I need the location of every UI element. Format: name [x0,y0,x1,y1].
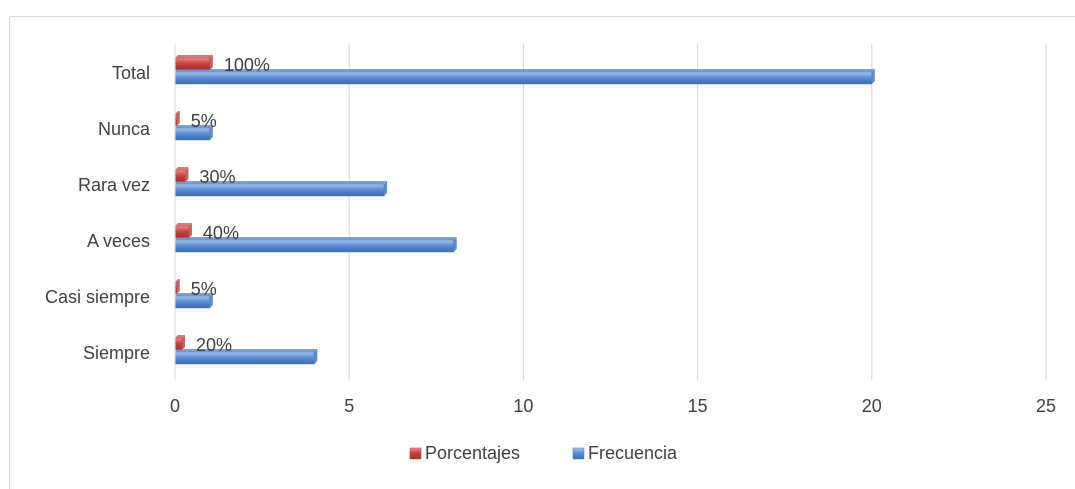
bar-porcentajes-side [176,111,180,126]
legend-label: Porcentajes [425,443,520,463]
bar-frecuencia-top [175,125,213,128]
legend-swatch [572,447,585,460]
bar-frecuencia [174,125,213,141]
x-tick-label: 15 [688,396,708,416]
bar-frecuencia-top [175,349,318,352]
data-label-porcentajes: 5% [191,279,217,299]
bar-frecuencia-top [175,237,457,240]
y-category-label: A veces [87,231,150,251]
bar-porcentajes-top [175,111,180,114]
bar-porcentajes-top [175,167,189,170]
bar-frecuencia-side [209,293,213,308]
x-tick-label: 25 [1036,396,1056,416]
legend-label: Frecuencia [588,443,678,463]
bar-porcentajes-top [175,223,192,226]
bar-porcentajes-front [174,169,186,183]
bar-porcentajes [174,279,180,295]
x-tick-label: 5 [344,396,354,416]
bar-porcentajes [174,111,180,127]
y-category-label: Siempre [83,343,150,363]
y-category-label: Nunca [98,119,151,139]
bar-porcentajes-side [181,335,185,350]
data-label-porcentajes: 30% [199,167,235,187]
bar-frecuencia [174,181,388,197]
bar-porcentajes-side [209,55,213,70]
bar-porcentajes-front [174,57,211,71]
bar-porcentajes-top [175,279,180,282]
labels-layer: 20% 5% 40% 30% 5% 100% [191,55,270,355]
bar-porcentajes-side [188,223,192,238]
bar-frecuencia-side [384,181,388,196]
bar-frecuencia-top [175,293,213,296]
bar-frecuencia [174,237,457,253]
bar-frecuencia-top [175,181,388,184]
y-category-label: Casi siempre [45,287,150,307]
x-tick-label: 10 [513,396,533,416]
y-category-label: Total [112,63,150,83]
bar-frecuencia-side [453,237,457,252]
bar-porcentajes-side [176,279,180,294]
bar-porcentajes [174,55,213,71]
legend-layer: Porcentajes Frecuencia [409,443,678,463]
axis-layer: 0 5 10 15 20 25 Siempre Casi siempre A veces Rara… [45,44,1056,416]
bar-frecuencia-side [314,349,318,364]
bar-porcentajes-front [174,225,190,239]
bar-frecuencia [174,349,318,365]
bar-frecuencia [174,293,213,309]
bar-porcentajes-top [175,55,213,58]
data-label-porcentajes: 5% [191,111,217,131]
bar-porcentajes [174,167,189,183]
data-label-porcentajes: 40% [203,223,239,243]
data-label-porcentajes: 20% [196,335,232,355]
bar-porcentajes-side [185,167,189,182]
frame-border-left [9,16,10,489]
bar-porcentajes-front [174,337,183,351]
x-tick-label: 20 [862,396,882,416]
legend-swatch [409,447,422,460]
bar-frecuencia-side [871,69,875,84]
frame-border-top [9,16,1075,17]
bar-frecuencia-side [209,125,213,140]
bar-porcentajes [174,335,185,351]
bar-frecuencia-top [175,69,875,72]
bar-frecuencia [174,69,875,85]
y-category-label: Rara vez [78,175,150,195]
bar-porcentajes [174,223,192,239]
bar-frecuencia-front [174,71,873,85]
bar-porcentajes-top [175,335,185,338]
bars-layer [174,55,875,365]
grid-layer [348,44,1047,380]
x-tick-label: 0 [170,396,180,416]
data-label-porcentajes: 100% [224,55,270,75]
